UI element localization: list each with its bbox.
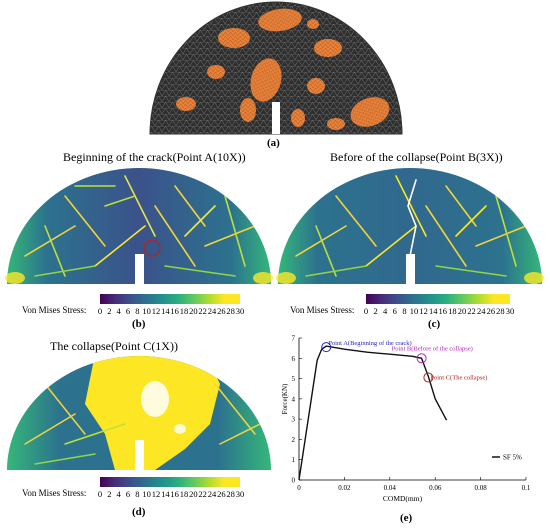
y-tick-label: 5 bbox=[292, 375, 296, 383]
cb-c-tick: 26 bbox=[486, 306, 496, 316]
panel-e-chart: 0 0.02 0.04 0.06 0.08 0.1 0 1 2 3 4 5 6 7 COMD(mm) Forc… bbox=[280, 330, 548, 517]
y-tick-label: 4 bbox=[292, 395, 296, 403]
cb-b-tick: 22 bbox=[198, 306, 207, 316]
cb-b-tick: 8 bbox=[135, 306, 140, 316]
caption-b: (b) bbox=[132, 318, 146, 330]
cb-c-tick: 28 bbox=[496, 306, 505, 316]
annotation-label: Point B(Before of the collapse) bbox=[392, 345, 473, 352]
cb-c-tick: 20 bbox=[457, 306, 467, 316]
cb-b-tick: 16 bbox=[170, 306, 179, 316]
caption-a: (a) bbox=[267, 137, 280, 149]
y-tick-label: 7 bbox=[292, 335, 296, 343]
cb-c-tick: 14 bbox=[428, 306, 438, 316]
cb-d-tick: 16 bbox=[170, 489, 179, 499]
colorbar-c-ticks: 0 2 4 6 8 10 12 14 16 18 20 22 24 26 28 … bbox=[363, 306, 514, 318]
cb-d-tick: 20 bbox=[189, 489, 198, 499]
panel-a-mesh bbox=[148, 0, 404, 138]
x-tick-label: 0 bbox=[297, 484, 301, 492]
cb-b-tick: 20 bbox=[189, 306, 198, 316]
cb-d-tick: 14 bbox=[161, 489, 170, 499]
cb-d-tick: 6 bbox=[125, 489, 131, 499]
colorbar-b-ticks: 0 2 4 6 8 10 12 14 16 18 20 22 24 26 28 … bbox=[97, 306, 244, 318]
panel-d-stress-map bbox=[5, 354, 273, 472]
colorbar-d bbox=[100, 477, 240, 487]
panel-b-stress-map bbox=[5, 166, 273, 286]
panel-d-title: The collapse(Point C(1X)) bbox=[50, 339, 178, 353]
cb-c-tick: 6 bbox=[392, 306, 397, 316]
cb-d-tick: 28 bbox=[226, 489, 235, 499]
cb-b-tick: 30 bbox=[235, 306, 245, 316]
series-line bbox=[298, 345, 448, 481]
x-tick-label: 0.08 bbox=[474, 484, 487, 492]
panel-b-title: Beginning of the crack(Point A(10X)) bbox=[63, 150, 246, 164]
cb-d-tick: 22 bbox=[198, 489, 207, 499]
cb-b-tick: 6 bbox=[125, 306, 131, 316]
cb-b-tick: 26 bbox=[217, 306, 226, 316]
y-tick-label: 6 bbox=[292, 355, 296, 363]
cb-c-tick: 0 bbox=[363, 306, 369, 316]
y-tick-label: 0 bbox=[292, 477, 296, 485]
cb-b-tick: 10 bbox=[142, 306, 151, 316]
cb-d-tick: 2 bbox=[107, 489, 112, 499]
cb-b-tick: 28 bbox=[226, 306, 235, 316]
colorbar-c bbox=[366, 294, 510, 304]
cb-d-tick: 24 bbox=[207, 489, 217, 499]
cb-d-tick: 18 bbox=[179, 489, 189, 499]
y-axis-label: Force(KN) bbox=[281, 383, 289, 414]
cb-c-tick: 2 bbox=[373, 306, 378, 316]
cb-d-tick: 12 bbox=[151, 489, 161, 499]
annotation-label: Point A(Beginning of the crack) bbox=[328, 340, 411, 347]
caption-d: (d) bbox=[132, 506, 146, 518]
cb-d-tick: 10 bbox=[142, 489, 151, 499]
x-tick-label: 0.06 bbox=[429, 484, 442, 492]
cb-b-tick: 18 bbox=[179, 306, 189, 316]
caption-e: (e) bbox=[400, 512, 413, 524]
annotation-circle bbox=[321, 342, 332, 353]
x-axis-label: COMD(mm) bbox=[383, 494, 423, 503]
cb-c-tick: 24 bbox=[476, 306, 486, 316]
y-tick-label: 3 bbox=[292, 416, 296, 424]
cb-c-tick: 8 bbox=[402, 306, 407, 316]
cb-b-tick: 12 bbox=[151, 306, 161, 316]
cb-d-tick: 0 bbox=[97, 489, 103, 499]
colorbar-c-label: Von Mises Stress: bbox=[290, 305, 355, 315]
cb-b-tick: 4 bbox=[116, 306, 121, 316]
panel-c-title: Before of the collapse(Point B(3X)) bbox=[330, 150, 503, 164]
y-tick-label: 1 bbox=[292, 456, 296, 464]
cb-d-tick: 4 bbox=[116, 489, 121, 499]
cb-c-tick: 12 bbox=[419, 306, 428, 316]
cb-c-tick: 22 bbox=[467, 306, 476, 316]
legend-label: SF 5% bbox=[503, 454, 522, 462]
x-tick-label: 0.04 bbox=[384, 484, 397, 492]
colorbar-d-label: Von Mises Stress: bbox=[22, 488, 87, 498]
cb-b-tick: 2 bbox=[107, 306, 112, 316]
specimen-notch bbox=[272, 102, 280, 134]
annotation-circle bbox=[423, 372, 434, 383]
cb-d-tick: 26 bbox=[217, 489, 226, 499]
annotation-label: Point C(The collapse) bbox=[430, 375, 487, 382]
y-tick-label: 2 bbox=[292, 436, 296, 444]
cb-c-tick: 4 bbox=[383, 306, 388, 316]
colorbar-b bbox=[100, 294, 240, 304]
cb-b-tick: 14 bbox=[161, 306, 170, 316]
cb-c-tick: 30 bbox=[505, 306, 515, 316]
panel-c-stress-map bbox=[276, 166, 544, 286]
caption-c: (c) bbox=[428, 318, 441, 330]
cb-d-tick: 30 bbox=[235, 489, 245, 499]
cb-c-tick: 16 bbox=[438, 306, 448, 316]
cb-c-tick: 18 bbox=[448, 306, 457, 316]
cb-d-tick: 8 bbox=[135, 489, 140, 499]
x-tick-label: 0.1 bbox=[522, 484, 531, 492]
cb-c-tick: 10 bbox=[409, 306, 419, 316]
colorbar-b-label: Von Mises Stress: bbox=[22, 305, 87, 315]
annotation-circle bbox=[416, 353, 427, 364]
cb-b-tick: 0 bbox=[97, 306, 103, 316]
cb-b-tick: 24 bbox=[207, 306, 217, 316]
colorbar-d-ticks: 0 2 4 6 8 10 12 14 16 18 20 22 24 26 28 … bbox=[97, 489, 244, 501]
x-tick-label: 0.02 bbox=[338, 484, 351, 492]
